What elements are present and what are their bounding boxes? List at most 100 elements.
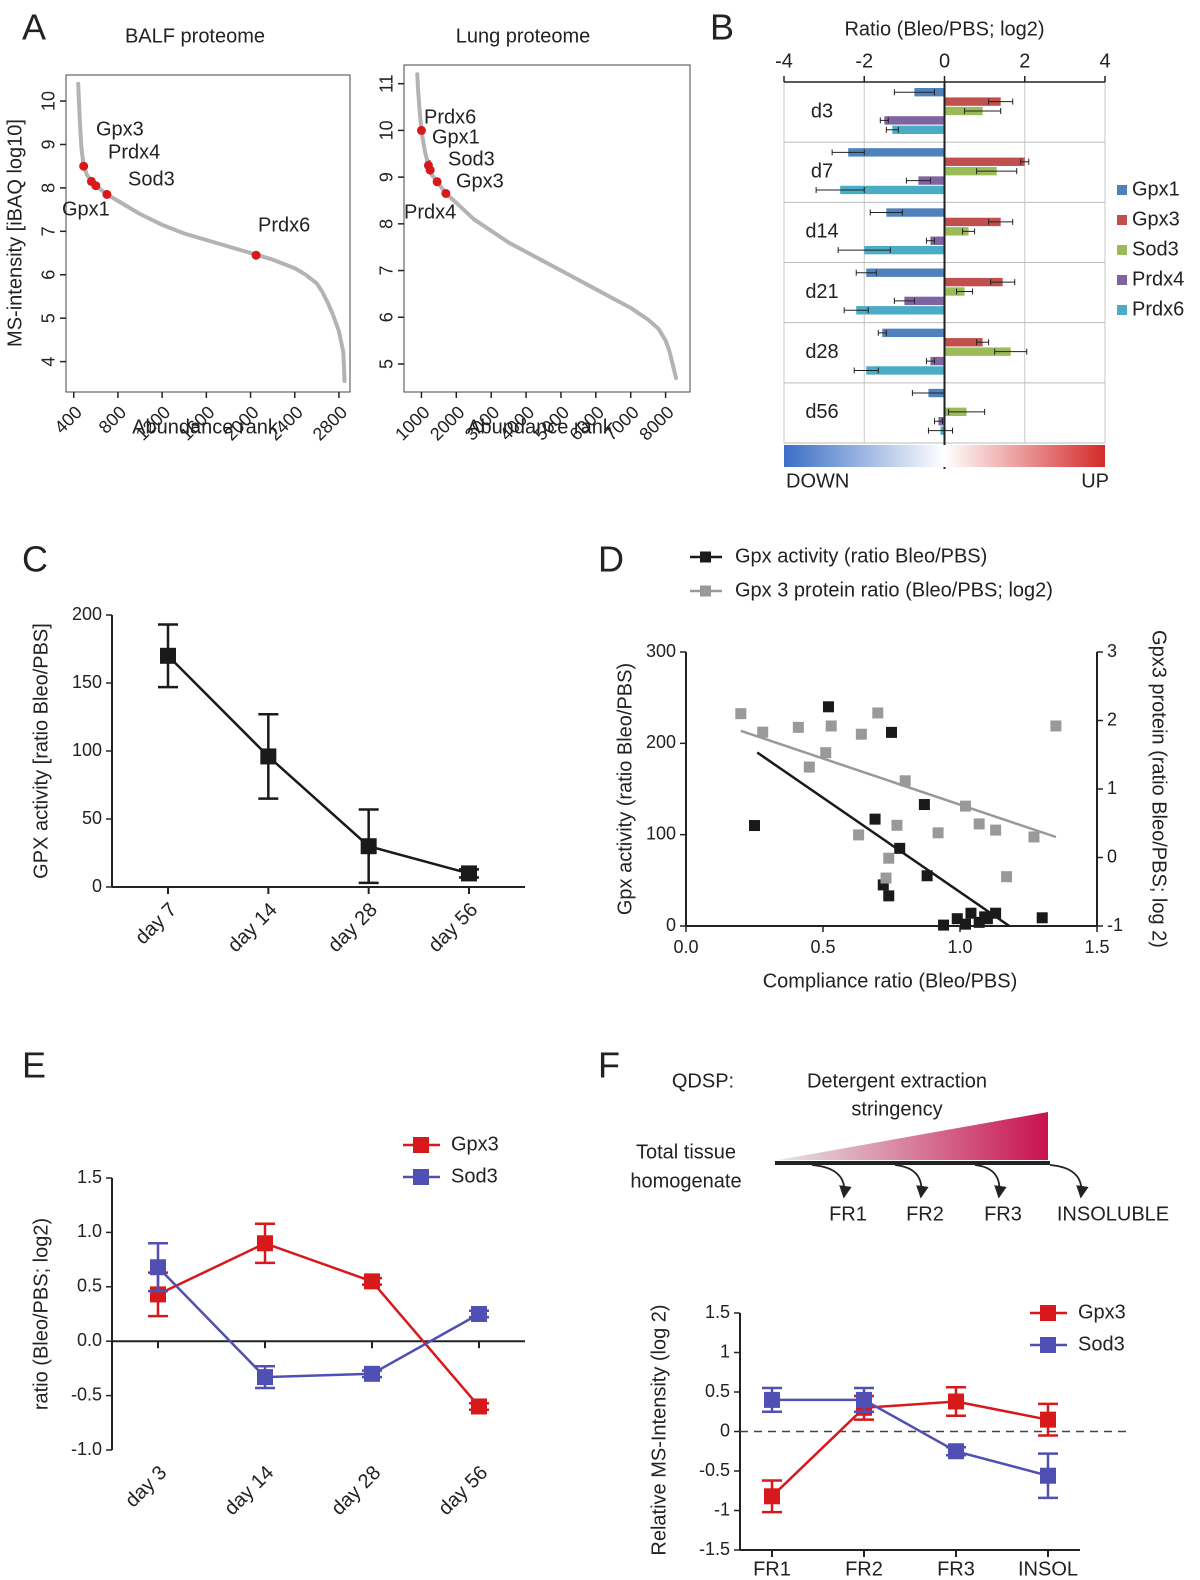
legend-marker: [1040, 1305, 1056, 1321]
y-tick-label: 1.5: [705, 1302, 730, 1322]
y-tick-label: 200: [72, 604, 102, 624]
x-tick-label: FR2: [845, 1558, 883, 1580]
bar: [944, 217, 1001, 227]
highlight-label: Sod3: [448, 148, 495, 170]
y-tick-label: 100: [72, 740, 102, 760]
legend-label: Prdx4: [1132, 268, 1184, 290]
chart-title: BALF proteome: [125, 25, 265, 47]
error-bar: [893, 89, 935, 96]
data-point: [948, 1443, 964, 1460]
start-label: homogenate: [630, 1170, 741, 1192]
legend-label: Sod3: [1132, 238, 1179, 260]
data-point: [764, 1488, 780, 1505]
legend-marker: [413, 1137, 429, 1153]
x-tick-label: 800: [95, 402, 130, 437]
y-tick-label: 0.0: [77, 1330, 102, 1350]
data-point: [803, 761, 815, 773]
y-tick-label: -1: [1107, 915, 1123, 935]
panel-label: E: [22, 1045, 46, 1086]
highlight-point: [425, 165, 435, 175]
data-point: [894, 842, 906, 854]
y-tick-label: 150: [72, 672, 102, 692]
series-line: [167, 654, 470, 875]
data-point: [959, 918, 971, 930]
y-axis-label: Gpx activity (ratio Bleo/PBS): [614, 663, 636, 915]
category-label: d14: [805, 221, 838, 243]
data-point: [364, 1365, 380, 1382]
highlight-point: [416, 125, 426, 135]
y-tick-label: 1: [720, 1341, 730, 1361]
category-label: d7: [811, 161, 833, 183]
data-point: [471, 1398, 487, 1415]
data-point: [990, 907, 1002, 919]
data-point: [921, 870, 933, 882]
series-line: [772, 1398, 1049, 1477]
y-tick-label: -1.5: [699, 1539, 730, 1559]
y-tick-label: 1.0: [77, 1221, 102, 1241]
data-point: [951, 913, 963, 925]
fit-line: [756, 751, 1011, 928]
data-point: [990, 824, 1002, 836]
data-point: [257, 1369, 273, 1386]
error-bar: [925, 358, 935, 365]
error-bar: [964, 108, 1002, 114]
data-point: [822, 701, 834, 713]
panel-label: D: [598, 539, 624, 580]
y-axis-label: MS-intensity [iBAQ log10]: [4, 119, 26, 347]
gradient-label: stringency: [851, 1098, 942, 1120]
intensity-curve: [415, 72, 678, 380]
y-tick-label: 8: [39, 183, 59, 193]
y-tick-label: 0.5: [705, 1381, 730, 1401]
data-point: [877, 879, 889, 891]
data-point: [932, 827, 944, 839]
error-bar: [855, 269, 877, 276]
error-bar: [956, 288, 974, 295]
highlight-point: [251, 250, 261, 260]
legend-label: Prdx6: [1132, 298, 1184, 320]
data-point: [938, 919, 950, 931]
legend-label: Gpx1: [1132, 178, 1180, 200]
data-point: [1050, 720, 1062, 732]
bar: [944, 157, 1025, 166]
plot-frame: [65, 74, 351, 393]
highlight-label: Prdx4: [108, 141, 160, 163]
data-point: [757, 726, 769, 738]
data-point: [1028, 831, 1040, 843]
data-point: [973, 818, 985, 830]
error-bar: [976, 339, 990, 346]
y2-axis-label: Gpx3 protein (ratio Bleo/PBS; log 2): [1148, 630, 1170, 948]
highlight-point: [79, 161, 89, 171]
highlight-label: Prdx6: [258, 214, 310, 236]
legend-marker: [1040, 1337, 1056, 1353]
data-point: [886, 726, 897, 738]
data-point: [1036, 912, 1048, 924]
y-tick-label: 6: [39, 270, 59, 280]
error-bar: [893, 297, 915, 304]
highlight-label: Gpx3: [96, 118, 144, 140]
data-point: [883, 852, 895, 864]
bar: [904, 296, 945, 306]
y-tick-label: 9: [377, 172, 397, 182]
start-label: Total tissue: [636, 1141, 736, 1163]
y-tick-label: 0: [1107, 846, 1117, 866]
error-bar: [994, 348, 1028, 355]
bar: [944, 347, 1011, 356]
series-line: [157, 1241, 480, 1408]
error-bar: [831, 149, 865, 156]
x-tick-label: 1000: [391, 402, 433, 444]
y-tick-label: 7: [39, 226, 59, 236]
data-point: [855, 728, 867, 740]
fraction-arrow: [974, 1164, 1007, 1199]
highlight-label: Prdx6: [424, 106, 476, 128]
y-tick-label: 10: [377, 120, 397, 140]
legend-label: Gpx3: [1132, 208, 1180, 230]
y-tick-label: 5: [39, 313, 59, 323]
error-bar: [905, 177, 931, 184]
data-point: [869, 813, 881, 825]
y-tick-label: 8: [377, 219, 397, 229]
panel-label: A: [22, 7, 46, 48]
data-point: [735, 708, 747, 720]
data-point: [820, 747, 832, 759]
data-point: [899, 775, 911, 787]
